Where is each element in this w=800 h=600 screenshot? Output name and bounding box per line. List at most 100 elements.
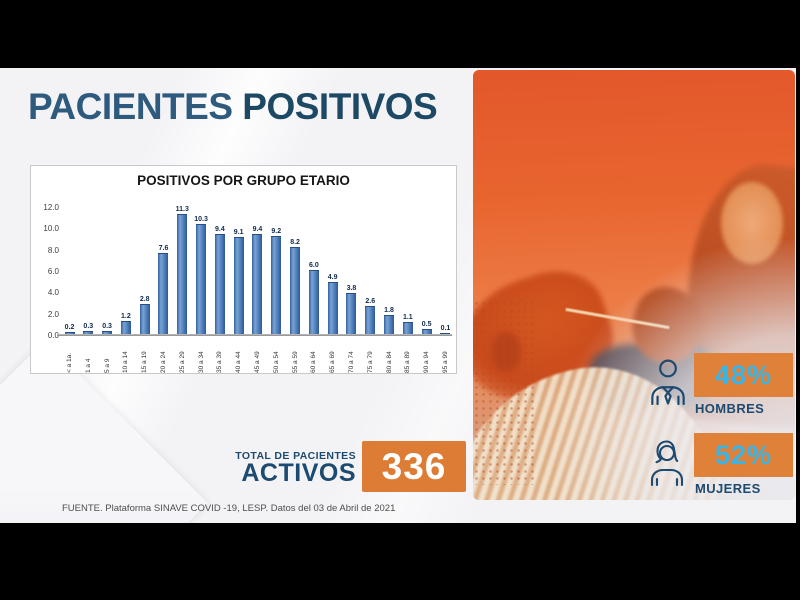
patient-ear-shape — [491, 332, 521, 372]
bar-column: 9.4 — [213, 206, 226, 334]
bar-value-label: 10.3 — [194, 216, 208, 224]
bar — [158, 252, 169, 334]
x-axis-label: 90 a 94 — [423, 351, 431, 373]
x-axis-label: 10 a 14 — [122, 351, 130, 373]
bar-column: 9.2 — [270, 206, 283, 334]
x-axis-label: 50 a 54 — [272, 351, 280, 373]
bar — [327, 281, 338, 334]
bar — [102, 330, 113, 334]
swab-stick-shape — [565, 307, 670, 330]
mujeres-label: MUJERES — [695, 481, 761, 496]
bar-column: 8.2 — [289, 206, 302, 334]
bar-column: 0.2 — [63, 206, 76, 334]
x-axis-label: 60 a 64 — [310, 351, 318, 373]
total-patients-count: 336 — [362, 441, 466, 492]
age-group-chart: POSITIVOS POR GRUPO ETARIO 0.0 2.0 4.0 6.0 8… — [30, 165, 457, 374]
bar-column: 6.0 — [307, 206, 320, 334]
page-title-regular: PACIENTES — [28, 86, 233, 127]
bar-column: 9.4 — [251, 206, 264, 334]
x-axis-label: 15 a 19 — [141, 351, 149, 373]
bar-column: 1.1 — [401, 206, 414, 334]
bar-column: 1.2 — [119, 206, 132, 334]
x-axis-label: 55 a 59 — [291, 351, 299, 373]
hombres-percent-badge: 48% — [694, 353, 793, 397]
bar — [177, 214, 188, 334]
bar-value-label: 1.2 — [121, 313, 131, 321]
y-tick-label: 6.0 — [47, 267, 59, 276]
bar — [64, 331, 75, 334]
x-axis-label: 95 a 99 — [441, 351, 449, 373]
y-tick-label: 2.0 — [47, 309, 59, 319]
bar-value-label: 11.3 — [175, 206, 189, 213]
bar-column: 10.3 — [194, 206, 208, 334]
face-shield-shape — [721, 182, 783, 264]
bar-value-label: 0.3 — [102, 322, 112, 330]
bar-column: 11.3 — [176, 206, 189, 334]
source-note: FUENTE. Plataforma SINAVE COVID -19, LES… — [62, 503, 396, 514]
mujeres-percent-badge: 52% — [694, 433, 793, 477]
bar-value-label: 9.2 — [271, 227, 282, 235]
halftone-dots-decoration — [473, 300, 537, 485]
bar — [440, 332, 451, 334]
x-axis-label: 1 a 4 — [84, 358, 92, 373]
bar — [421, 328, 432, 334]
bar — [346, 293, 357, 334]
bar — [384, 314, 395, 334]
y-tick-label: 10.0 — [43, 224, 59, 234]
y-tick-label: 12.0 — [43, 203, 59, 212]
x-axis-label: 40 a 44 — [235, 351, 243, 373]
bar-value-label: 6.0 — [308, 262, 319, 269]
patient-head-figure — [473, 257, 626, 419]
bar — [214, 233, 225, 334]
bar — [120, 321, 131, 334]
y-tick-label: 4.0 — [47, 288, 59, 298]
hombres-label: HOMBRES — [695, 401, 765, 416]
bar-column: 9.1 — [232, 206, 245, 334]
bar-column: 7.6 — [157, 206, 170, 334]
total-patients-title: ACTIVOS — [241, 459, 356, 487]
x-axis-label: 75 a 79 — [366, 351, 374, 373]
bar-value-label: 1.1 — [402, 314, 413, 322]
bar-value-label: 0.1 — [440, 324, 451, 332]
bar — [252, 233, 263, 334]
y-axis: 0.0 2.0 4.0 6.0 8.0 10.0 12.0 — [33, 203, 61, 340]
plot-area: 0.2 0.3 0.3 1.2 2.8 7.6 11.3 10.3 9.4 9.1 9.4 9.2 8.… — [63, 206, 452, 334]
x-axis-label: 35 a 39 — [216, 351, 224, 373]
bar-column: 0.1 — [439, 206, 452, 334]
bar-value-label: 2.8 — [139, 296, 150, 304]
page-title-bold: POSITIVOS — [242, 86, 438, 127]
bar-value-label: 9.4 — [215, 225, 225, 233]
x-axis-label: 20 a 24 — [159, 351, 167, 373]
bar-column: 2.6 — [364, 206, 377, 334]
x-axis-label: 25 a 29 — [178, 351, 186, 373]
x-axis-line — [57, 334, 452, 336]
bar-value-label: 9.4 — [252, 225, 263, 233]
bar — [83, 330, 94, 334]
y-tick-label: 0.0 — [47, 331, 59, 340]
bar-column: 3.8 — [345, 206, 358, 334]
x-axis-label: < a 1a. — [66, 352, 73, 373]
bar — [196, 224, 207, 334]
x-axis-label: 45 a 49 — [253, 351, 261, 373]
bar-column: 4.9 — [326, 206, 339, 334]
bar-value-label: 1.8 — [384, 306, 394, 314]
swab-test-photo-panel: 48% HOMBRES 52% MUJERES — [473, 70, 795, 500]
bar-column: 2.8 — [138, 206, 151, 334]
x-axis-label: 5 a 9 — [103, 358, 111, 373]
chart-title: POSITIVOS POR GRUPO ETARIO — [137, 173, 350, 188]
bar-value-label: 4.9 — [327, 273, 338, 281]
male-person-icon — [645, 357, 691, 406]
bar-column: 0.5 — [420, 206, 433, 334]
bar — [365, 306, 376, 334]
page-title: PACIENTES POSITIVOS — [28, 86, 438, 128]
total-patients-label-block: TOTAL DE PACIENTES ACTIVOS — [180, 450, 356, 487]
x-axis-label: 65 a 69 — [329, 351, 337, 373]
bar — [139, 304, 150, 334]
bar-value-label: 0.3 — [83, 322, 94, 330]
bar-value-label: 7.6 — [158, 244, 169, 252]
bar-value-label: 0.2 — [64, 323, 75, 331]
bar — [271, 235, 282, 334]
bar — [233, 236, 244, 334]
bar-value-label: 0.5 — [421, 320, 432, 328]
